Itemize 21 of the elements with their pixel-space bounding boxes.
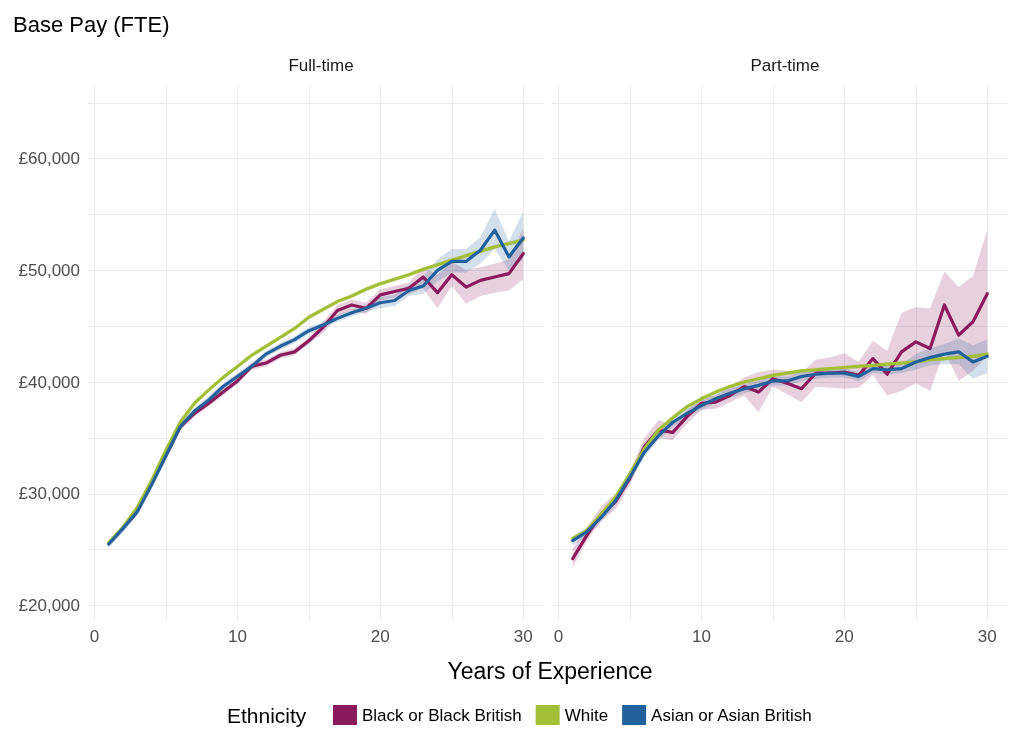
y-tick-label: £50,000 bbox=[18, 260, 80, 280]
chart-title: Base Pay (FTE) bbox=[13, 11, 170, 37]
x-tick-label: 30 bbox=[513, 627, 533, 646]
y-tick-label: £40,000 bbox=[18, 372, 80, 392]
x-tick-label: 30 bbox=[977, 627, 997, 646]
legend-title: Ethnicity bbox=[227, 704, 307, 727]
x-tick-label: 10 bbox=[691, 627, 711, 646]
y-tick-label: £30,000 bbox=[18, 484, 80, 504]
y-tick-label: £60,000 bbox=[18, 149, 80, 169]
x-tick-label: 0 bbox=[89, 627, 100, 646]
chart-subtitle: Full-time bbox=[288, 56, 354, 75]
x-tick-label: 20 bbox=[834, 627, 854, 646]
y-tick-label: £20,000 bbox=[18, 595, 80, 615]
legend-label: Asian or Asian British bbox=[651, 705, 812, 725]
chart-subtitle: Part-time bbox=[750, 56, 820, 75]
x-tick-label: 20 bbox=[370, 627, 390, 646]
x-tick-label: 10 bbox=[227, 627, 247, 646]
legend-label: Black or Black British bbox=[362, 705, 522, 725]
x-tick-label: 0 bbox=[553, 627, 564, 646]
legend-label: White bbox=[564, 705, 609, 725]
x-axis-title: Years of Experience bbox=[447, 657, 653, 684]
